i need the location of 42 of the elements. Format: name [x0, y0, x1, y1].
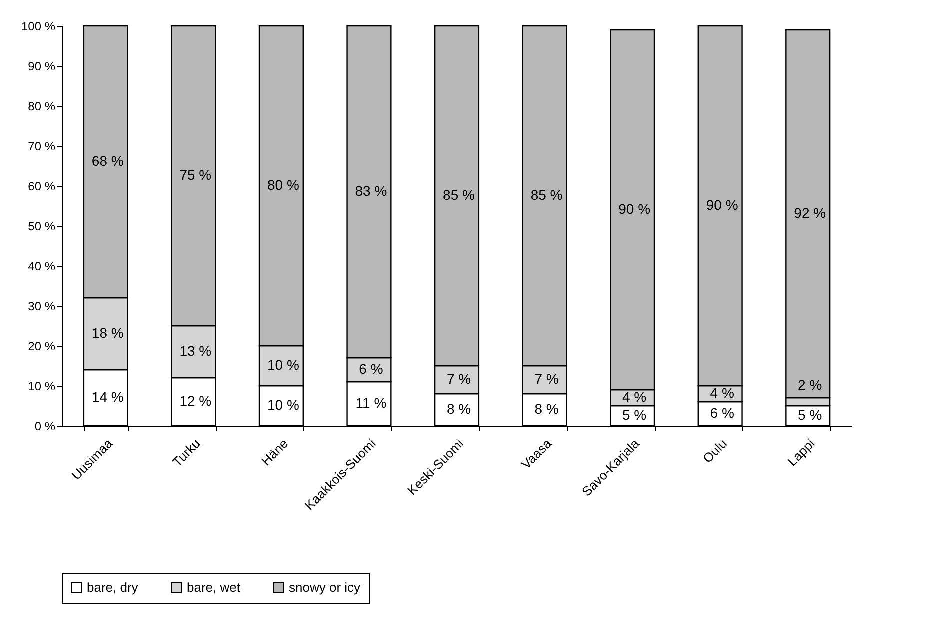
data-label: 83 %: [355, 183, 388, 199]
y-tick-label: 10 %: [28, 380, 56, 394]
data-label: 4 %: [622, 389, 647, 405]
y-tick-label: 50 %: [28, 220, 56, 234]
y-tick-label: 90 %: [28, 60, 56, 74]
data-label: 4 %: [710, 385, 734, 401]
data-label: 6 %: [710, 405, 734, 421]
legend-label: bare, wet: [187, 580, 241, 595]
data-label: 92 %: [794, 205, 826, 221]
data-label: 10 %: [267, 357, 300, 373]
data-label: 5 %: [798, 407, 822, 423]
data-label: 8 %: [446, 401, 472, 417]
data-label: 75 %: [180, 167, 212, 183]
data-label: 90 %: [706, 197, 738, 213]
y-tick-label: 100 %: [21, 20, 56, 34]
y-tick-label: 40 %: [28, 260, 56, 274]
data-label: 2 %: [798, 377, 822, 393]
y-tick-label: 70 %: [28, 140, 56, 154]
data-label: 80 %: [267, 177, 300, 193]
data-label: 90 %: [618, 201, 651, 217]
data-label: 8 %: [534, 401, 559, 417]
data-label: 85 %: [443, 187, 475, 203]
y-tick-label: 60 %: [28, 180, 56, 194]
data-label: 68 %: [92, 153, 124, 169]
data-label: 12 %: [180, 393, 212, 409]
data-label: 11 %: [356, 395, 387, 411]
y-tick-label: 80 %: [28, 100, 56, 114]
data-label: 7 %: [534, 371, 559, 387]
data-label: 10 %: [267, 397, 300, 413]
data-label: 14 %: [92, 389, 124, 405]
data-label: 85 %: [530, 187, 563, 203]
data-label: 6 %: [359, 361, 384, 377]
y-tick-label: 0 %: [34, 420, 56, 434]
data-label: 5 %: [622, 407, 647, 423]
legend-label: bare, dry: [87, 580, 139, 595]
x-tick-label: Oulu: [700, 436, 730, 466]
y-tick-label: 20 %: [28, 340, 56, 354]
data-label: 18 %: [92, 325, 124, 341]
legend-label: snowy or icy: [289, 580, 362, 595]
data-label: 7 %: [446, 371, 472, 387]
data-label: 13 %: [180, 343, 212, 359]
y-tick-label: 30 %: [28, 300, 56, 314]
